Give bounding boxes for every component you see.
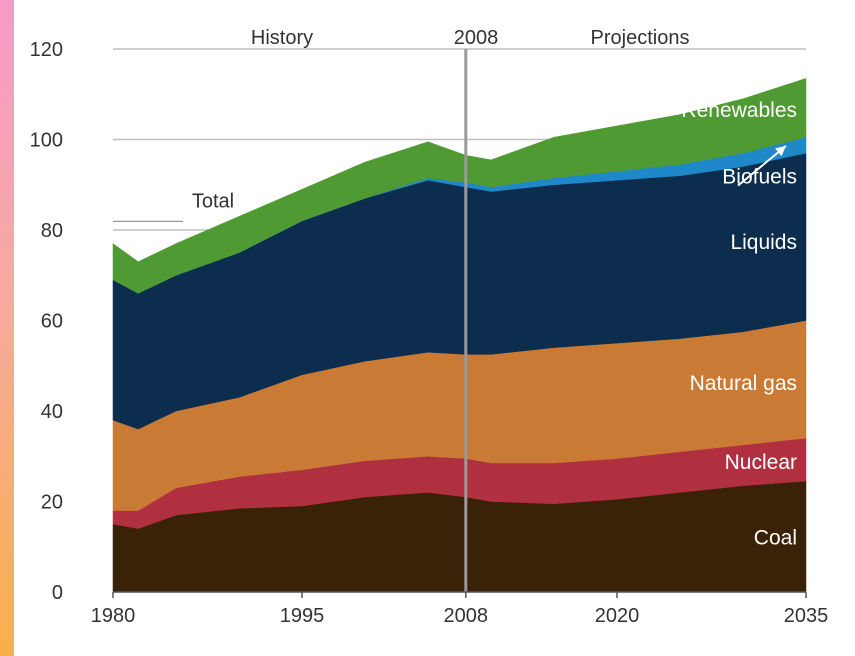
- y-tick-label-120: 120: [30, 39, 63, 61]
- x-tick-label-2035: 2035: [784, 605, 829, 627]
- decorative-left-strip: [0, 0, 14, 656]
- x-tick-label-1995: 1995: [280, 605, 325, 627]
- x-tick-label-2008: 2008: [444, 605, 489, 627]
- x-tick-label-1980: 1980: [91, 605, 136, 627]
- series-label-nuclear: Nuclear: [725, 451, 797, 474]
- series-labels: Coal Nuclear Natural gas Liquids Biofuels Ren…: [113, 99, 797, 549]
- area-renewables: [112, 78, 807, 294]
- axes: 0 20 40 60 80 100 120 1980 1995 2008 2020 2035: [30, 39, 829, 627]
- total-label: Total: [192, 190, 234, 212]
- series-label-natural-gas: Natural gas: [690, 372, 797, 395]
- y-tick-label-100: 100: [30, 130, 63, 152]
- series-label-coal: Coal: [754, 526, 797, 549]
- y-tick-label-80: 80: [41, 220, 63, 242]
- biofuels-pointer-line: [737, 145, 787, 187]
- header-projections: Projections: [591, 27, 690, 49]
- header-history: History: [251, 27, 313, 49]
- x-tick-label-2020: 2020: [595, 605, 640, 627]
- y-tick-label-0: 0: [52, 582, 63, 604]
- y-tick-label-40: 40: [41, 401, 63, 423]
- series-label-renewables: Renewables: [681, 99, 797, 122]
- header-divider-year: 2008: [454, 27, 499, 49]
- y-tick-label-60: 60: [41, 311, 63, 333]
- series-label-liquids: Liquids: [730, 231, 797, 254]
- biofuels-pointer-arrowhead: [775, 145, 786, 157]
- y-tick-label-20: 20: [41, 492, 63, 514]
- series-label-biofuels: Biofuels: [722, 166, 797, 189]
- stacked-areas: [112, 78, 807, 593]
